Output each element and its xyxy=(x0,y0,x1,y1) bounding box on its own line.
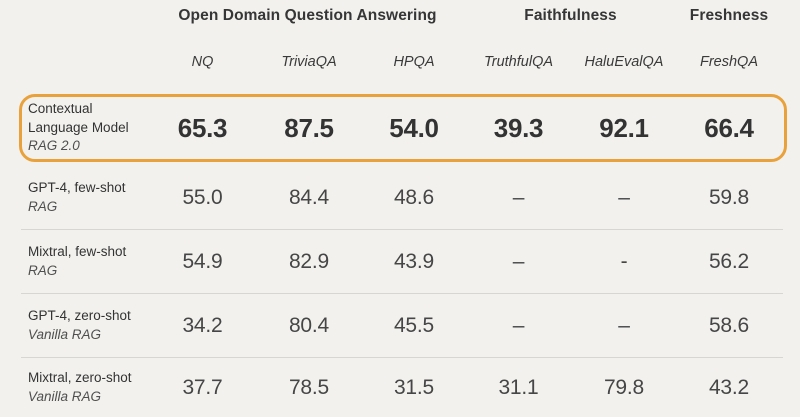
column-header-haluevalqa: HaluEvalQA xyxy=(584,54,664,70)
row-gpt4-few-shot: GPT-4, few-shot RAG 55.0 84.4 48.6 – – 5… xyxy=(0,166,800,229)
group-header-row: Open Domain Question Answering Faithfuln… xyxy=(0,0,800,40)
value-cell: 37.7 xyxy=(182,375,223,399)
row-divider xyxy=(21,229,783,230)
value-cell: – xyxy=(512,185,525,209)
value-cell: 45.5 xyxy=(393,313,435,337)
row-contextual-language-model: Contextual Language Model RAG 2.0 65.3 8… xyxy=(0,94,800,162)
value-cell: – xyxy=(512,249,525,273)
model-cell: Mixtral, few-shot RAG xyxy=(0,243,150,280)
value-cell: 92.1 xyxy=(599,112,649,143)
row-mixtral-zero-shot: Mixtral, zero-shot Vanilla RAG 37.7 78.5… xyxy=(0,358,800,417)
model-cell: GPT-4, zero-shot Vanilla RAG xyxy=(0,307,150,344)
model-subtitle: RAG xyxy=(28,262,58,278)
value-cell: 43.2 xyxy=(708,375,750,399)
value-cell: 78.5 xyxy=(288,375,330,399)
group-header-freshness: Freshness xyxy=(689,7,769,24)
value-cell: 31.5 xyxy=(393,375,435,399)
value-cell: 48.6 xyxy=(393,185,435,209)
model-name: GPT-4, few-shot xyxy=(28,180,126,195)
model-cell: GPT-4, few-shot RAG xyxy=(0,179,150,216)
column-header-truthfulqa: TruthfulQA xyxy=(483,54,554,70)
value-cell: 54.9 xyxy=(182,249,223,273)
row-divider xyxy=(21,293,783,294)
row-mixtral-few-shot: Mixtral, few-shot RAG 54.9 82.9 43.9 – -… xyxy=(0,230,800,293)
column-header-freshqa: FreshQA xyxy=(699,54,758,70)
column-header-row: NQ TriviaQA HPQA TruthfulQA HaluEvalQA F… xyxy=(0,40,800,84)
model-subtitle: RAG xyxy=(28,198,58,214)
model-subtitle: RAG 2.0 xyxy=(28,138,80,154)
value-cell: 43.9 xyxy=(393,249,435,273)
value-cell: 84.4 xyxy=(288,185,330,209)
model-name: Mixtral, few-shot xyxy=(28,244,127,259)
column-header-hpqa: HPQA xyxy=(393,54,435,70)
value-cell: - xyxy=(620,249,628,273)
model-cell: Contextual Language Model RAG 2.0 xyxy=(0,100,150,156)
value-cell: – xyxy=(618,313,630,337)
value-cell: 59.8 xyxy=(708,185,750,209)
model-name: GPT-4, zero-shot xyxy=(28,308,131,323)
value-cell: 39.3 xyxy=(493,112,544,143)
value-cell: 79.8 xyxy=(603,375,645,399)
value-cell: 34.2 xyxy=(182,313,223,337)
value-cell: 80.4 xyxy=(288,313,330,337)
group-header-open-domain-qa: Open Domain Question Answering xyxy=(178,7,437,24)
value-cell: 55.0 xyxy=(182,185,223,209)
group-header-faithfulness: Faithfulness xyxy=(524,7,617,24)
column-header-nq: NQ xyxy=(191,54,214,70)
model-subtitle: Vanilla RAG xyxy=(28,326,102,342)
value-cell: 87.5 xyxy=(284,112,334,143)
column-header-triviaqa: TriviaQA xyxy=(281,54,337,70)
model-name: Mixtral, zero-shot xyxy=(28,370,132,385)
value-cell: 54.0 xyxy=(389,112,439,143)
row-gpt4-zero-shot: GPT-4, zero-shot Vanilla RAG 34.2 80.4 4… xyxy=(0,294,800,357)
value-cell: – xyxy=(618,185,630,209)
value-cell: 31.1 xyxy=(498,375,539,399)
value-cell: – xyxy=(512,313,525,337)
value-cell: 66.4 xyxy=(704,112,754,143)
value-cell: 82.9 xyxy=(288,249,330,273)
model-cell: Mixtral, zero-shot Vanilla RAG xyxy=(0,369,150,406)
value-cell: 56.2 xyxy=(708,249,750,273)
value-cell: 65.3 xyxy=(177,112,228,143)
model-subtitle: Vanilla RAG xyxy=(28,388,102,404)
model-name: Contextual Language Model xyxy=(28,101,129,135)
value-cell: 58.6 xyxy=(708,313,750,337)
row-divider xyxy=(21,357,783,358)
